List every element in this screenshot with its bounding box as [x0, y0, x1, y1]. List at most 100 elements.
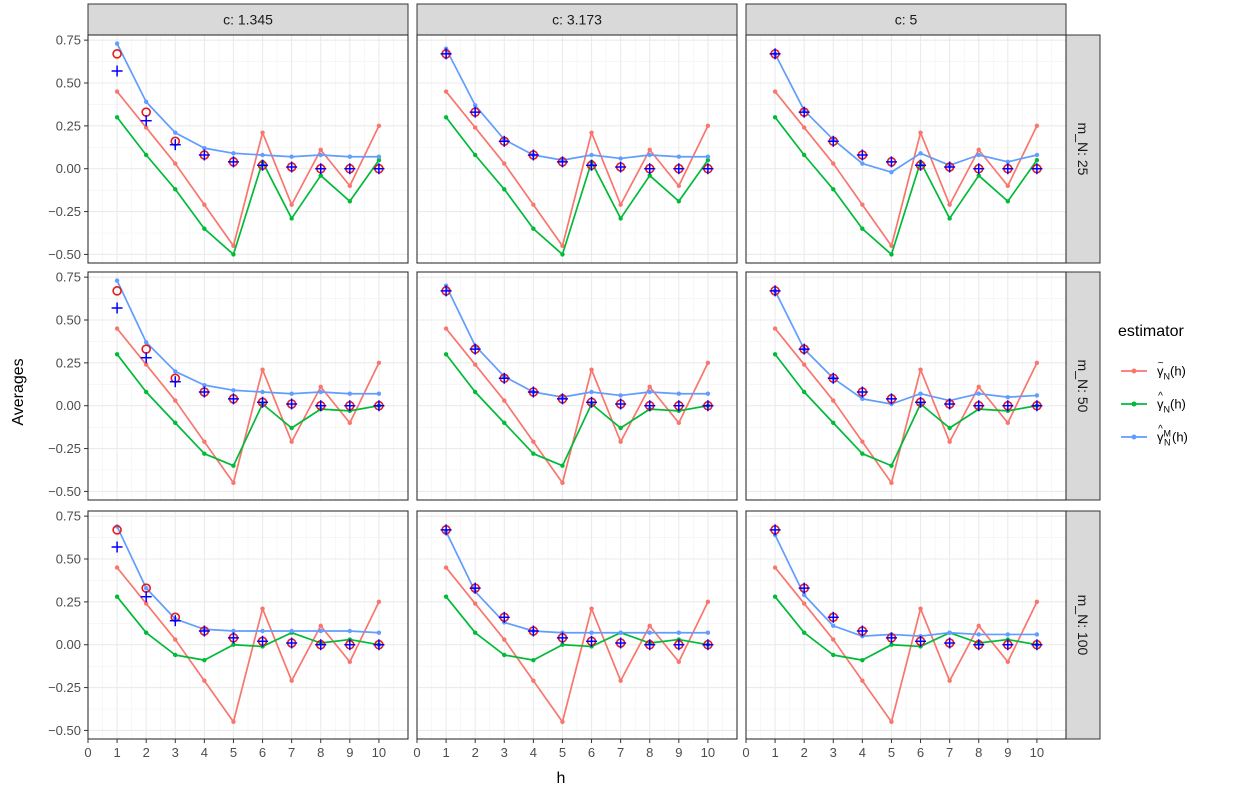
x-tick-label: 10 [372, 745, 386, 760]
series-point-blue [202, 145, 207, 151]
series-point-red [202, 439, 207, 444]
reference-plus [198, 386, 210, 398]
series-point-red [947, 439, 952, 444]
series-point-green [676, 199, 682, 204]
series-point-green [443, 115, 449, 120]
reference-plus [586, 396, 598, 408]
reference-plus [440, 48, 452, 60]
series-point-red [531, 439, 536, 444]
series-point-blue [114, 278, 120, 283]
series-point-red [289, 678, 294, 683]
series-point-green [502, 420, 507, 426]
series-point-red [347, 420, 353, 426]
y-tick-label: 0.50 [56, 76, 81, 91]
x-tick-label: 4 [530, 745, 537, 760]
series-point-red [376, 599, 382, 605]
series-point-red [889, 719, 894, 725]
legend-label: γM N (h) [1157, 429, 1188, 448]
x-tick-label: 7 [946, 745, 953, 760]
series-point-red [801, 125, 807, 130]
series-point-red [114, 89, 120, 94]
panel: −0.50 −0.25 0.00 0.25 0.50 0.75 [48, 270, 409, 501]
panel: −0.50 −0.25 0.00 0.25 0.50 0.75 [48, 33, 409, 264]
x-tick-label: 4 [201, 745, 208, 760]
x-tick-label: 3 [172, 745, 179, 760]
series-point-green [560, 463, 565, 468]
row-strip [1065, 271, 1101, 501]
reference-plus [315, 400, 327, 412]
series-point-green [976, 173, 981, 178]
panel-border [745, 271, 1067, 501]
series-point-red [976, 623, 981, 629]
series-point-red [289, 202, 294, 207]
x-tick-label: 1 [442, 745, 449, 760]
reference-plus [140, 591, 152, 603]
series-point-green [502, 652, 507, 658]
series-point-red [531, 678, 536, 683]
row-strip-label: m_N: 50 [1075, 360, 1091, 413]
reference-plus [1031, 400, 1043, 412]
reference-plus [344, 639, 356, 651]
series-point-green [772, 115, 778, 120]
series-point-green [947, 216, 952, 221]
series-line-red [774, 91, 1038, 247]
series-point-red [918, 367, 923, 372]
legend-label: γN(h) [1157, 397, 1186, 415]
series-point-green [202, 657, 207, 663]
series-point-blue [976, 391, 981, 396]
series-point-red [114, 565, 120, 570]
series-point-red [618, 439, 623, 444]
series-point-red [376, 123, 382, 129]
series-point-green [289, 425, 294, 431]
panel-border [87, 34, 409, 264]
series-point-red [231, 480, 236, 486]
series-point-blue [289, 628, 294, 634]
series-point-blue [801, 592, 807, 598]
series-point-red [289, 439, 294, 444]
series-point-green [114, 352, 120, 357]
series-point-green [801, 152, 807, 158]
y-tick-label: 0.75 [56, 33, 81, 48]
x-tick-label: 6 [259, 745, 266, 760]
series-point-red [889, 243, 894, 249]
series-line-red [116, 328, 380, 484]
y-tick-label: −0.25 [48, 204, 81, 219]
series-point-blue [918, 151, 923, 156]
series-point-blue [143, 99, 149, 105]
series-point-blue [976, 632, 981, 637]
series-point-red [705, 360, 711, 366]
series-line-green [116, 116, 380, 256]
series-line-green [774, 116, 1038, 256]
reference-plus [556, 393, 568, 405]
series-point-red [976, 147, 981, 153]
series-point-blue [1034, 152, 1040, 158]
series-line-blue [774, 53, 1038, 173]
series-point-red [976, 384, 981, 390]
series-point-red [647, 623, 652, 629]
reference-plus [769, 285, 781, 297]
series-point-red [1034, 123, 1040, 129]
series-line-red [774, 567, 1038, 723]
reference-plus [644, 639, 656, 651]
reference-plus [856, 386, 868, 398]
y-tick-label: −0.50 [48, 247, 81, 262]
series-point-red [173, 161, 178, 166]
series-point-blue [260, 152, 265, 158]
x-tick-label: 2 [143, 745, 150, 760]
series-point-blue [260, 389, 265, 395]
x-tick-label: 9 [675, 745, 682, 760]
reference-plus [1002, 163, 1014, 175]
legend-title: estimator [1118, 323, 1184, 340]
reference-plus [615, 161, 627, 173]
series-point-blue [143, 340, 149, 345]
reference-plus [198, 625, 210, 637]
panel [745, 34, 1067, 264]
reference-plus [169, 139, 181, 151]
series-point-green [947, 425, 952, 431]
series-point-blue [976, 152, 981, 158]
reference-plus [856, 149, 868, 161]
series-point-red [347, 659, 353, 665]
series-point-red [143, 362, 149, 367]
column-strip-label: c: 3.173 [552, 12, 602, 28]
